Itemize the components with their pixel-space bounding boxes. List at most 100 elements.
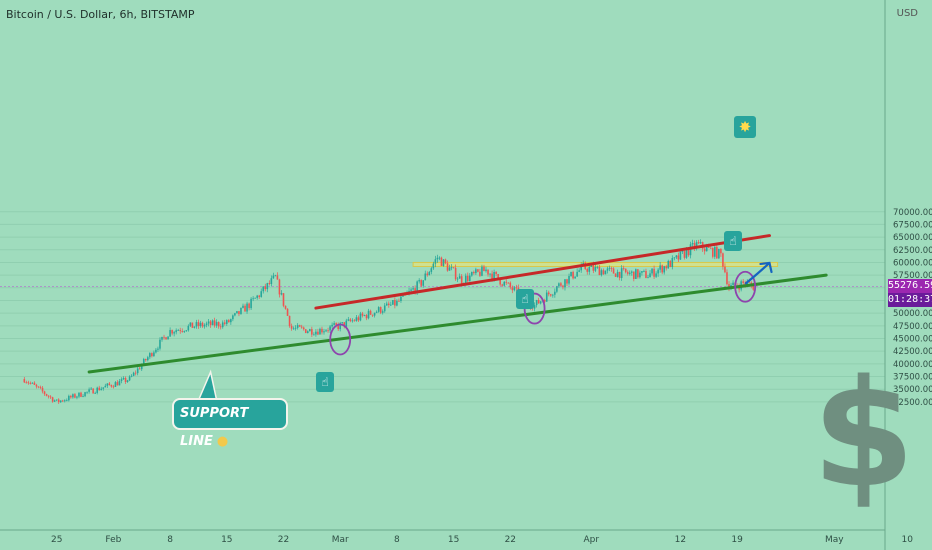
- candle-body: [430, 268, 433, 272]
- candle-body: [705, 246, 708, 252]
- candle-body: [236, 311, 238, 314]
- candle-body: [594, 266, 597, 271]
- candle-body: [545, 292, 548, 302]
- candle-body: [61, 400, 64, 402]
- candle-body: [689, 244, 692, 256]
- candle-body: [596, 266, 599, 268]
- candle-body: [329, 326, 331, 331]
- candle-body: [475, 269, 477, 274]
- candle-body: [82, 396, 84, 397]
- candle-body: [410, 289, 412, 291]
- candle-body: [714, 246, 716, 257]
- candle-body: [483, 266, 485, 272]
- y-tick-label: 32500.00: [893, 398, 932, 408]
- money-bag-icon: ●: [216, 434, 229, 449]
- candle-body: [732, 282, 734, 286]
- candle-body: [707, 246, 710, 248]
- candle-body: [473, 272, 475, 274]
- x-tick-label: 22: [278, 535, 289, 545]
- candle-body: [294, 327, 297, 329]
- x-tick-label: 22: [505, 535, 516, 545]
- candle-body: [469, 275, 471, 282]
- candle-body: [92, 388, 94, 394]
- candle-body: [66, 400, 68, 402]
- candle-body: [88, 389, 90, 392]
- chart-title: Bitcoin / U.S. Dollar, 6h, BITSTAMP: [6, 8, 195, 21]
- candle-body: [72, 394, 74, 398]
- candle-body: [539, 301, 542, 304]
- candle-body: [471, 272, 473, 276]
- candle-body: [552, 294, 554, 296]
- candle-body: [23, 379, 26, 383]
- candle-body: [414, 288, 416, 293]
- candle-body: [84, 392, 86, 397]
- resistance-line: [314, 234, 771, 310]
- candle-body: [33, 382, 36, 385]
- explosion-icon: ✸: [734, 116, 756, 138]
- candle-body: [424, 273, 427, 281]
- y-tick-label: 70000.00: [893, 208, 932, 218]
- candle-body: [748, 281, 751, 283]
- candle-body: [452, 267, 455, 269]
- candle-body: [566, 279, 568, 284]
- candle-body: [669, 260, 672, 267]
- candle-body: [258, 295, 260, 297]
- candle-body: [147, 357, 149, 361]
- candle-body: [165, 337, 167, 340]
- candle-body: [90, 388, 92, 390]
- touch-circle: [734, 270, 757, 303]
- candle-body: [679, 251, 682, 260]
- candle-body: [513, 287, 516, 291]
- candle-body: [671, 258, 674, 267]
- candle-body: [556, 286, 558, 292]
- candle-body: [311, 329, 313, 335]
- candle-body: [661, 265, 663, 273]
- candle-body: [379, 307, 382, 313]
- candle-body: [296, 325, 299, 328]
- candle-body: [487, 269, 489, 275]
- y-tick-label: 37500.00: [893, 373, 932, 383]
- candle-body: [394, 300, 396, 306]
- candle-body: [260, 291, 263, 297]
- candle-body: [547, 292, 550, 295]
- candle-body: [282, 293, 285, 306]
- candle-body: [331, 324, 333, 327]
- candle-body: [385, 303, 388, 306]
- candle-body: [317, 331, 319, 335]
- candle-body: [434, 259, 437, 264]
- candle-body: [126, 380, 129, 382]
- candle-body: [691, 243, 694, 245]
- candle-body: [687, 249, 690, 256]
- candle-body: [726, 272, 728, 285]
- candle-body: [343, 322, 346, 327]
- candle-body: [268, 283, 271, 284]
- candle-body: [618, 271, 621, 278]
- candle-body: [499, 279, 501, 285]
- x-tick-label: May: [825, 535, 844, 545]
- x-tick-label: 25: [51, 535, 62, 545]
- candle-body: [554, 291, 556, 295]
- candle-body: [450, 267, 453, 269]
- candle-body: [454, 267, 457, 280]
- candle-body: [122, 378, 125, 380]
- candle-body: [232, 315, 234, 320]
- candle-body: [98, 387, 101, 391]
- candle-body: [169, 330, 171, 337]
- candle-body: [560, 283, 562, 286]
- candle-body: [347, 319, 350, 321]
- candle-body: [550, 294, 552, 296]
- candle-body: [460, 276, 463, 285]
- candle-body: [677, 255, 680, 260]
- candle-body: [396, 300, 398, 306]
- candle-body: [274, 275, 277, 277]
- x-tick-label: 15: [448, 535, 459, 545]
- candle-body: [432, 263, 435, 269]
- candle-body: [503, 281, 506, 286]
- candle-body: [477, 269, 479, 272]
- candle-body: [167, 336, 169, 340]
- candle-body: [74, 394, 76, 398]
- candle-body: [622, 268, 625, 270]
- x-tick-label: Apr: [584, 535, 600, 545]
- candle-body: [572, 271, 574, 279]
